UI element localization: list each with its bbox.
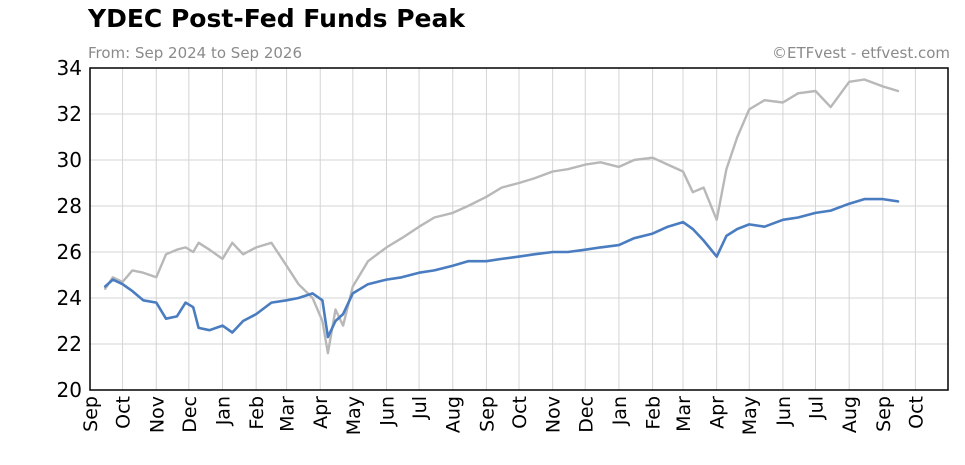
- x-tick-label: May: [739, 396, 761, 435]
- x-tick-label: Sep: [476, 396, 498, 432]
- x-tick-label: Dec: [575, 396, 597, 433]
- chart-title: YDEC Post-Fed Funds Peak: [88, 4, 465, 33]
- x-tick-label: Mar: [673, 396, 695, 432]
- x-tick-label: Aug: [839, 396, 861, 433]
- x-tick-label: Nov: [146, 396, 168, 433]
- y-axis: 20 22 24 26 28 30 32 34: [57, 56, 82, 402]
- x-tick-label: Sep: [873, 396, 895, 432]
- series-line-2: [103, 78, 900, 355]
- x-tick-label: Jan: [609, 396, 631, 426]
- x-axis: Sep Oct Nov Dec Jan Feb Mar Apr May Jun Jul Aug Sep O…: [80, 396, 927, 435]
- x-tick-label: Dec: [179, 396, 201, 433]
- x-tick-label: Mar: [277, 396, 299, 432]
- x-tick-label: Jul: [805, 396, 827, 420]
- series-line-1: [103, 197, 900, 339]
- x-tick-label: Jun: [773, 396, 795, 427]
- y-tick-label: 34: [57, 56, 82, 80]
- x-tick-label: May: [343, 396, 365, 435]
- x-tick-label: Jan: [213, 396, 235, 426]
- x-tick-label: Aug: [443, 396, 465, 433]
- y-tick-label: 24: [57, 286, 82, 310]
- x-tick-label: Sep: [80, 396, 102, 432]
- x-tick-label: Jun: [376, 396, 398, 427]
- series-layer: [103, 78, 900, 355]
- x-tick-label: Oct: [905, 396, 927, 429]
- chart-credit: ©ETFvest - etfvest.com: [771, 44, 950, 62]
- y-tick-label: 32: [57, 102, 82, 126]
- x-tick-label: Feb: [643, 396, 665, 430]
- x-tick-label: Oct: [509, 396, 531, 429]
- y-tick-label: 26: [57, 240, 82, 264]
- x-tick-label: Jul: [409, 396, 431, 420]
- x-tick-label: Nov: [543, 396, 565, 433]
- plot-frame: [89, 67, 949, 391]
- x-tick-label: Apr: [707, 396, 729, 429]
- y-tick-label: 28: [57, 194, 82, 218]
- x-tick-label: Apr: [310, 396, 332, 429]
- y-tick-label: 30: [57, 148, 82, 172]
- y-tick-label: 20: [57, 378, 82, 402]
- y-tick-label: 22: [57, 332, 82, 356]
- chart-subtitle: From: Sep 2024 to Sep 2026: [88, 44, 303, 62]
- x-tick-label: Feb: [246, 396, 268, 430]
- x-tick-label: Oct: [113, 396, 135, 429]
